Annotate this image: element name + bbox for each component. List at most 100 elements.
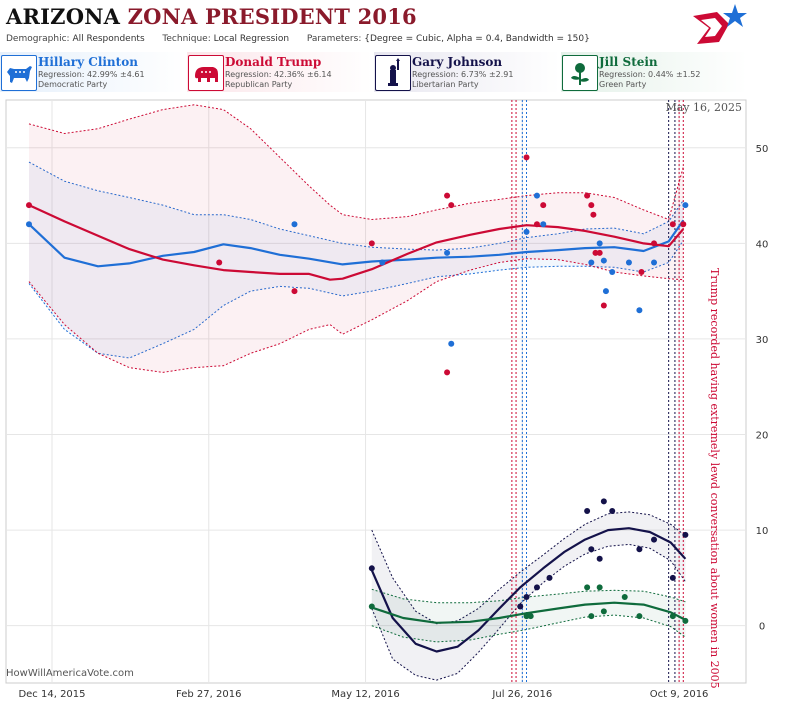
poll-point (636, 546, 643, 553)
poll-point (682, 202, 689, 209)
state-name: ARIZONA (6, 4, 121, 29)
candidate-party: Libertarian Party (412, 80, 479, 89)
poll-point (25, 202, 32, 209)
y-tick-label: 30 (756, 335, 769, 346)
upper-bound-line (28, 161, 684, 251)
poll-point (600, 608, 607, 615)
parameters-value: {Degree = Cubic, Alpha = 0.4, Bandwidth … (364, 34, 590, 44)
event-lines (511, 100, 684, 683)
poll-point (368, 603, 375, 610)
confidence-band (29, 162, 684, 358)
poll-point (602, 288, 609, 295)
candidate-name: Hillary Clinton (38, 55, 138, 69)
poll-point (609, 269, 616, 276)
poll-point (669, 221, 676, 228)
poll-point (584, 584, 591, 591)
poll-point (291, 288, 298, 295)
site-logo (693, 4, 747, 44)
candidate-card-trump: Donald Trump Regression: 42.36% ±6.14 Re… (187, 52, 373, 92)
poll-point (600, 302, 607, 309)
poll-point (651, 536, 658, 543)
poll-point (533, 584, 540, 591)
lower-bound-line (28, 258, 684, 373)
candidate-name: Gary Johnson (412, 55, 503, 69)
confidence-band (371, 511, 686, 681)
poll-point (669, 613, 676, 620)
candidate-party: Democratic Party (38, 80, 108, 89)
technique-label: Technique: (162, 34, 211, 44)
poll-point (682, 531, 689, 538)
poll-point (523, 154, 530, 161)
x-tick-label: Dec 14, 2015 (18, 689, 85, 700)
candidate-regression: Regression: 42.36% ±6.14 (225, 70, 332, 79)
poll-point (588, 546, 595, 553)
poll-point (523, 228, 530, 235)
candidate-regression: Regression: 0.44% ±1.52 (599, 70, 701, 79)
poll-point (523, 613, 530, 620)
poll-point (596, 555, 603, 562)
poll-point (527, 613, 534, 620)
poll-point (540, 221, 547, 228)
candidate-party: Green Party (599, 80, 647, 89)
poll-point (540, 202, 547, 209)
upper-bound-line (371, 511, 686, 625)
poll-point (600, 257, 607, 264)
race-name: ZONA PRESIDENT 2016 (127, 4, 417, 29)
poll-point (651, 259, 658, 266)
poll-point (588, 259, 595, 266)
grid (6, 100, 746, 683)
axis-labels: Dec 14, 2015 Feb 27, 2016 May 12, 2016 Jul … (18, 144, 768, 700)
poll-point (625, 259, 632, 266)
poll-point (609, 507, 616, 514)
liberty-icon (375, 55, 411, 91)
poll-point (651, 240, 658, 247)
poll-point (523, 593, 530, 600)
poll-point (444, 249, 451, 256)
poll-point (368, 565, 375, 572)
demographic-label: Demographic: (6, 34, 70, 44)
x-tick-label: Oct 9, 2016 (650, 689, 709, 700)
elephant-icon (188, 55, 224, 91)
y-tick-label: 50 (756, 144, 769, 155)
x-tick-label: Feb 27, 2016 (176, 689, 241, 700)
header: ARIZONA ZONA PRESIDENT 2016 Demographic:… (0, 0, 789, 50)
poll-point (682, 617, 689, 624)
demographic-value: All Respondents (72, 34, 145, 44)
poll-point (596, 584, 603, 591)
page-title: ARIZONA ZONA PRESIDENT 2016 (6, 4, 417, 29)
poll-point (444, 369, 451, 376)
x-tick-label: Jul 26, 2016 (491, 689, 552, 700)
lower-bound-line (371, 614, 686, 643)
poll-point (584, 507, 591, 514)
footer-site: HowWillAmericaVote.com (6, 668, 134, 679)
poll-point (448, 202, 455, 209)
confidence-bands (28, 104, 686, 681)
x-tick-label: May 12, 2016 (331, 689, 399, 700)
candidate-name: Jill Stein (599, 55, 658, 69)
poll-point (600, 498, 607, 505)
y-tick-label: 0 (759, 622, 765, 633)
poll-point (517, 603, 524, 610)
event-annotation: Trump recorded having extremely lewd con… (708, 268, 721, 689)
lower-bound-line (28, 240, 684, 359)
poll-point (546, 574, 553, 581)
candidate-card-clinton: Hillary Clinton Regression: 42.99% ±4.61… (0, 52, 186, 92)
poll-point (216, 259, 223, 266)
date-label: May 16, 2025 (665, 101, 742, 114)
poll-point (636, 307, 643, 314)
trend-line (28, 219, 685, 268)
candidate-card-stein: Jill Stein Regression: 0.44% ±1.52 Green… (561, 52, 747, 92)
upper-bound-line (371, 588, 686, 604)
poll-points (25, 154, 689, 624)
candidate-card-johnson: Gary Johnson Regression: 6.73% ±2.91 Lib… (374, 52, 560, 92)
poll-point (444, 192, 451, 199)
poll-point (596, 249, 603, 256)
poll-point (584, 192, 591, 199)
poll-point (588, 202, 595, 209)
candidate-regression: Regression: 42.99% ±4.61 (38, 70, 145, 79)
trend-line (28, 204, 685, 281)
upper-bound-line (28, 104, 684, 221)
poll-point (669, 574, 676, 581)
candidate-regression: Regression: 6.73% ±2.91 (412, 70, 514, 79)
poll-point (636, 613, 643, 620)
